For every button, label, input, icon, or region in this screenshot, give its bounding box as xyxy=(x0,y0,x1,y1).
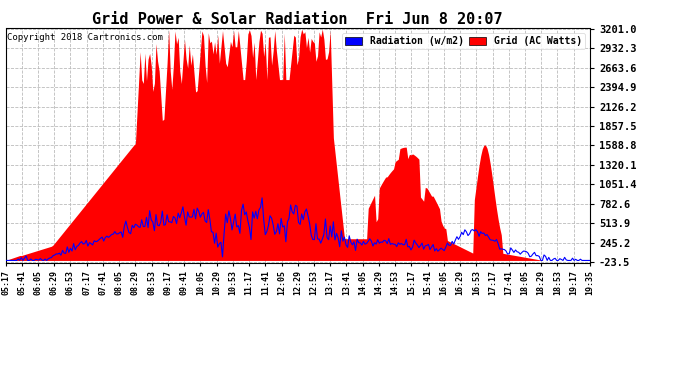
Legend: Radiation (w/m2), Grid (AC Watts): Radiation (w/m2), Grid (AC Watts) xyxy=(342,33,585,49)
Title: Grid Power & Solar Radiation  Fri Jun 8 20:07: Grid Power & Solar Radiation Fri Jun 8 2… xyxy=(92,12,503,27)
Text: Copyright 2018 Cartronics.com: Copyright 2018 Cartronics.com xyxy=(7,33,163,42)
